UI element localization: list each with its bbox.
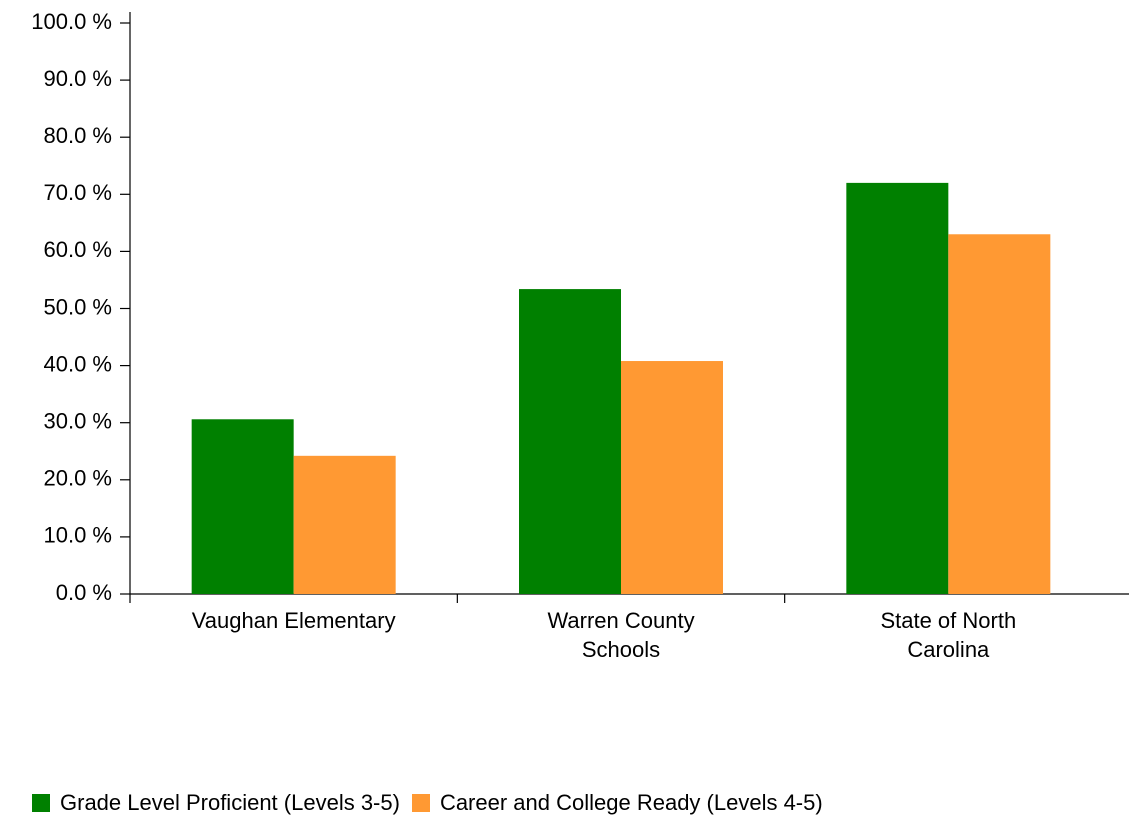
legend-swatch [32, 794, 50, 812]
legend-item: Career and College Ready (Levels 4-5) [411, 790, 823, 816]
legend-label: Career and College Ready (Levels 4-5) [439, 790, 823, 815]
y-tick-label: 70.0 % [44, 180, 113, 205]
bar [948, 234, 1051, 594]
legend-item: Grade Level Proficient (Levels 3-5) [32, 790, 400, 816]
bar [191, 419, 294, 594]
y-tick-label: 60.0 % [44, 237, 113, 262]
bar [519, 289, 621, 594]
legend-swatch [411, 794, 430, 812]
bar [621, 361, 723, 594]
x-tick-label: Warren County Schools [547, 608, 695, 662]
y-tick-label: 80.0 % [44, 123, 113, 148]
y-tick-label: 100.0 % [31, 9, 112, 34]
x-tick-label: State of North Carolina [880, 608, 1017, 662]
bar [293, 455, 396, 594]
legend-label: Grade Level Proficient (Levels 3-5) [60, 790, 400, 815]
y-tick-label: 40.0 % [44, 351, 113, 376]
y-tick-label: 90.0 % [44, 66, 113, 91]
legend: Grade Level Proficient (Levels 3-5) Caree… [32, 790, 835, 816]
y-tick-label: 50.0 % [44, 294, 113, 319]
y-tick-label: 20.0 % [44, 466, 113, 491]
y-tick-label: 30.0 % [44, 409, 113, 434]
x-tick-label: Vaughan Elementary [191, 608, 396, 633]
y-tick-label: 10.0 % [44, 523, 113, 548]
bar [846, 182, 949, 594]
y-tick-label: 0.0 % [56, 580, 112, 605]
